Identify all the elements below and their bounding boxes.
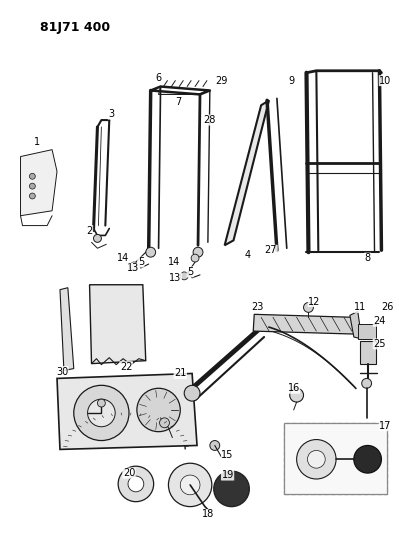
Text: 17: 17	[379, 421, 391, 431]
Text: 7: 7	[175, 98, 182, 107]
Text: 15: 15	[221, 450, 234, 461]
Circle shape	[146, 247, 156, 257]
Polygon shape	[360, 341, 375, 364]
Circle shape	[308, 450, 325, 468]
Polygon shape	[57, 374, 197, 449]
Bar	[284, 423, 387, 494]
Circle shape	[168, 463, 212, 506]
Text: 28: 28	[203, 115, 216, 125]
Text: 2: 2	[87, 225, 93, 236]
Circle shape	[93, 235, 101, 243]
Polygon shape	[89, 285, 146, 364]
Polygon shape	[253, 314, 354, 334]
Text: 6: 6	[156, 72, 162, 83]
Circle shape	[137, 388, 180, 432]
Text: 27: 27	[265, 245, 277, 255]
Text: 29: 29	[215, 76, 228, 86]
Text: 4: 4	[244, 250, 251, 260]
Polygon shape	[60, 288, 74, 370]
Text: 12: 12	[308, 296, 320, 306]
Text: 18: 18	[202, 510, 214, 520]
Text: 9: 9	[288, 76, 295, 86]
Text: 11: 11	[354, 302, 366, 312]
Circle shape	[214, 471, 249, 506]
Circle shape	[193, 247, 203, 257]
Text: 13: 13	[127, 263, 139, 273]
Text: 22: 22	[120, 361, 132, 372]
Circle shape	[30, 183, 36, 189]
Circle shape	[97, 399, 105, 407]
Text: 5: 5	[138, 257, 144, 267]
Text: 81J71 400: 81J71 400	[40, 21, 111, 35]
Text: 8: 8	[365, 253, 371, 263]
Circle shape	[210, 441, 220, 450]
Circle shape	[30, 173, 36, 179]
Text: 21: 21	[174, 368, 186, 378]
Text: 19: 19	[221, 470, 234, 480]
Text: 26: 26	[381, 302, 393, 312]
Circle shape	[304, 303, 313, 312]
Text: 30: 30	[56, 367, 68, 376]
Circle shape	[296, 440, 336, 479]
Bar	[284, 423, 387, 494]
Circle shape	[128, 476, 144, 492]
Text: 24: 24	[373, 316, 386, 326]
Text: 10: 10	[379, 76, 391, 86]
Polygon shape	[358, 324, 375, 339]
Text: 13: 13	[169, 273, 182, 283]
Polygon shape	[350, 311, 362, 339]
Circle shape	[118, 466, 154, 502]
Text: 23: 23	[251, 302, 263, 312]
Circle shape	[184, 385, 200, 401]
Circle shape	[74, 385, 129, 441]
Text: 20: 20	[123, 468, 135, 478]
Circle shape	[160, 418, 170, 427]
Circle shape	[130, 262, 138, 270]
Polygon shape	[20, 150, 57, 216]
Text: 14: 14	[168, 257, 180, 267]
Text: 3: 3	[108, 109, 114, 119]
Circle shape	[191, 254, 199, 262]
Text: 1: 1	[34, 137, 40, 147]
Polygon shape	[225, 100, 269, 245]
Circle shape	[180, 475, 200, 495]
Text: 25: 25	[373, 339, 386, 349]
Circle shape	[354, 446, 381, 473]
Circle shape	[30, 193, 36, 199]
Text: 14: 14	[117, 253, 129, 263]
Circle shape	[362, 378, 371, 388]
Circle shape	[290, 388, 304, 402]
Text: 16: 16	[288, 383, 300, 393]
Text: 5: 5	[187, 267, 193, 277]
Circle shape	[180, 272, 188, 280]
Circle shape	[87, 399, 115, 427]
